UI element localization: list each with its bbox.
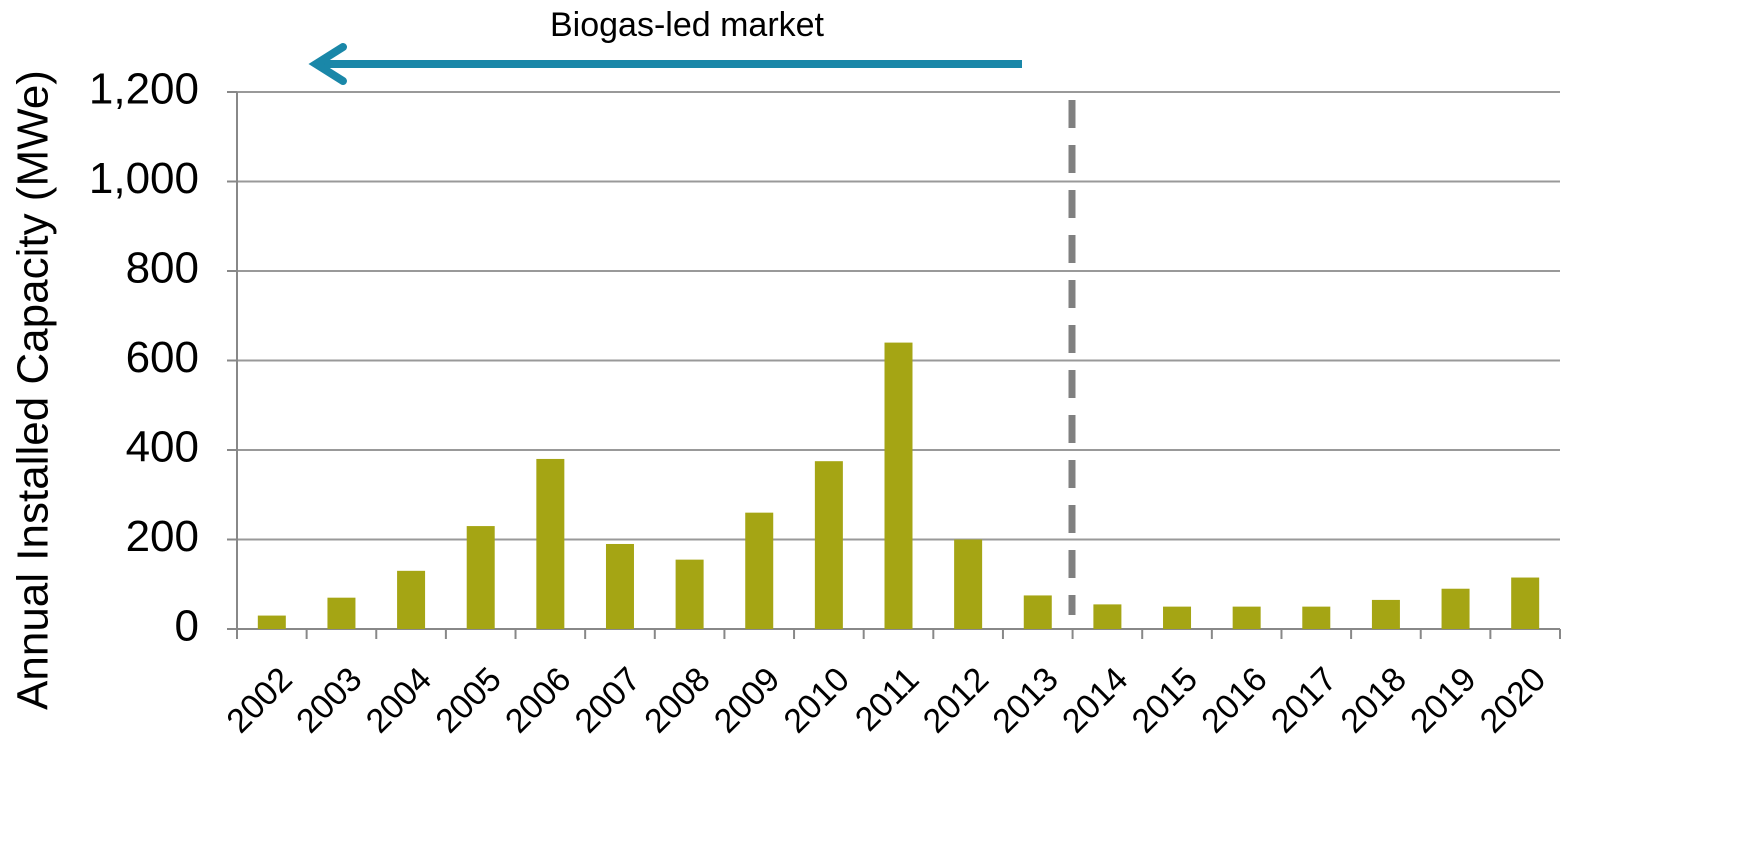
y-tick-label: 800 [126, 244, 199, 293]
bar [745, 512, 774, 629]
x-tick-label: 2006 [498, 660, 578, 740]
x-tick-label: 2013 [985, 660, 1065, 740]
y-tick-label: 1,000 [89, 154, 199, 203]
y-tick-label: 600 [126, 333, 199, 382]
y-axis-label: Annual Installed Capacity (MWe) [9, 70, 58, 710]
bar [466, 526, 495, 629]
bar [884, 342, 913, 629]
bar [327, 597, 356, 629]
x-tick-label: 2019 [1403, 660, 1483, 740]
x-tick-label: 2005 [428, 660, 508, 740]
bar [814, 461, 843, 629]
x-tick-label: 2011 [848, 660, 927, 739]
x-tick-label: 2017 [1264, 660, 1344, 740]
bar [1302, 606, 1331, 629]
x-tick-label: 2010 [777, 660, 857, 740]
y-tick-label: 1,200 [89, 65, 199, 114]
x-tick-label: 2018 [1334, 660, 1414, 740]
bar [1023, 595, 1052, 629]
y-tick-label: 0 [175, 602, 199, 651]
y-tick-label: 200 [126, 512, 199, 561]
bar [1511, 577, 1540, 629]
x-tick-label: 2007 [568, 660, 648, 740]
x-tick-label: 2014 [1055, 660, 1135, 740]
x-tick-label: 2004 [359, 660, 439, 740]
x-tick-label: 2003 [289, 660, 369, 740]
x-tick-label: 2020 [1473, 660, 1553, 740]
x-tick-label: 2015 [1125, 660, 1205, 740]
annotation: Biogas-led market [550, 6, 825, 44]
bar [954, 539, 983, 629]
bar [536, 458, 565, 629]
x-tick-label: 2002 [219, 660, 299, 740]
bar [1163, 606, 1192, 629]
bar [1093, 604, 1122, 629]
bar [675, 559, 704, 629]
arrow-head [308, 43, 347, 85]
bar [605, 543, 634, 629]
bar [397, 570, 426, 629]
y-tick-label: 400 [126, 423, 199, 472]
bar [1232, 606, 1261, 629]
bar [1371, 599, 1400, 629]
x-tick-label: 2012 [916, 660, 996, 740]
x-tick-label: 2016 [1194, 660, 1274, 740]
x-tick-label: 2009 [707, 660, 787, 740]
bar [257, 615, 286, 629]
bar [1441, 588, 1470, 629]
x-tick-label: 2008 [637, 660, 717, 740]
